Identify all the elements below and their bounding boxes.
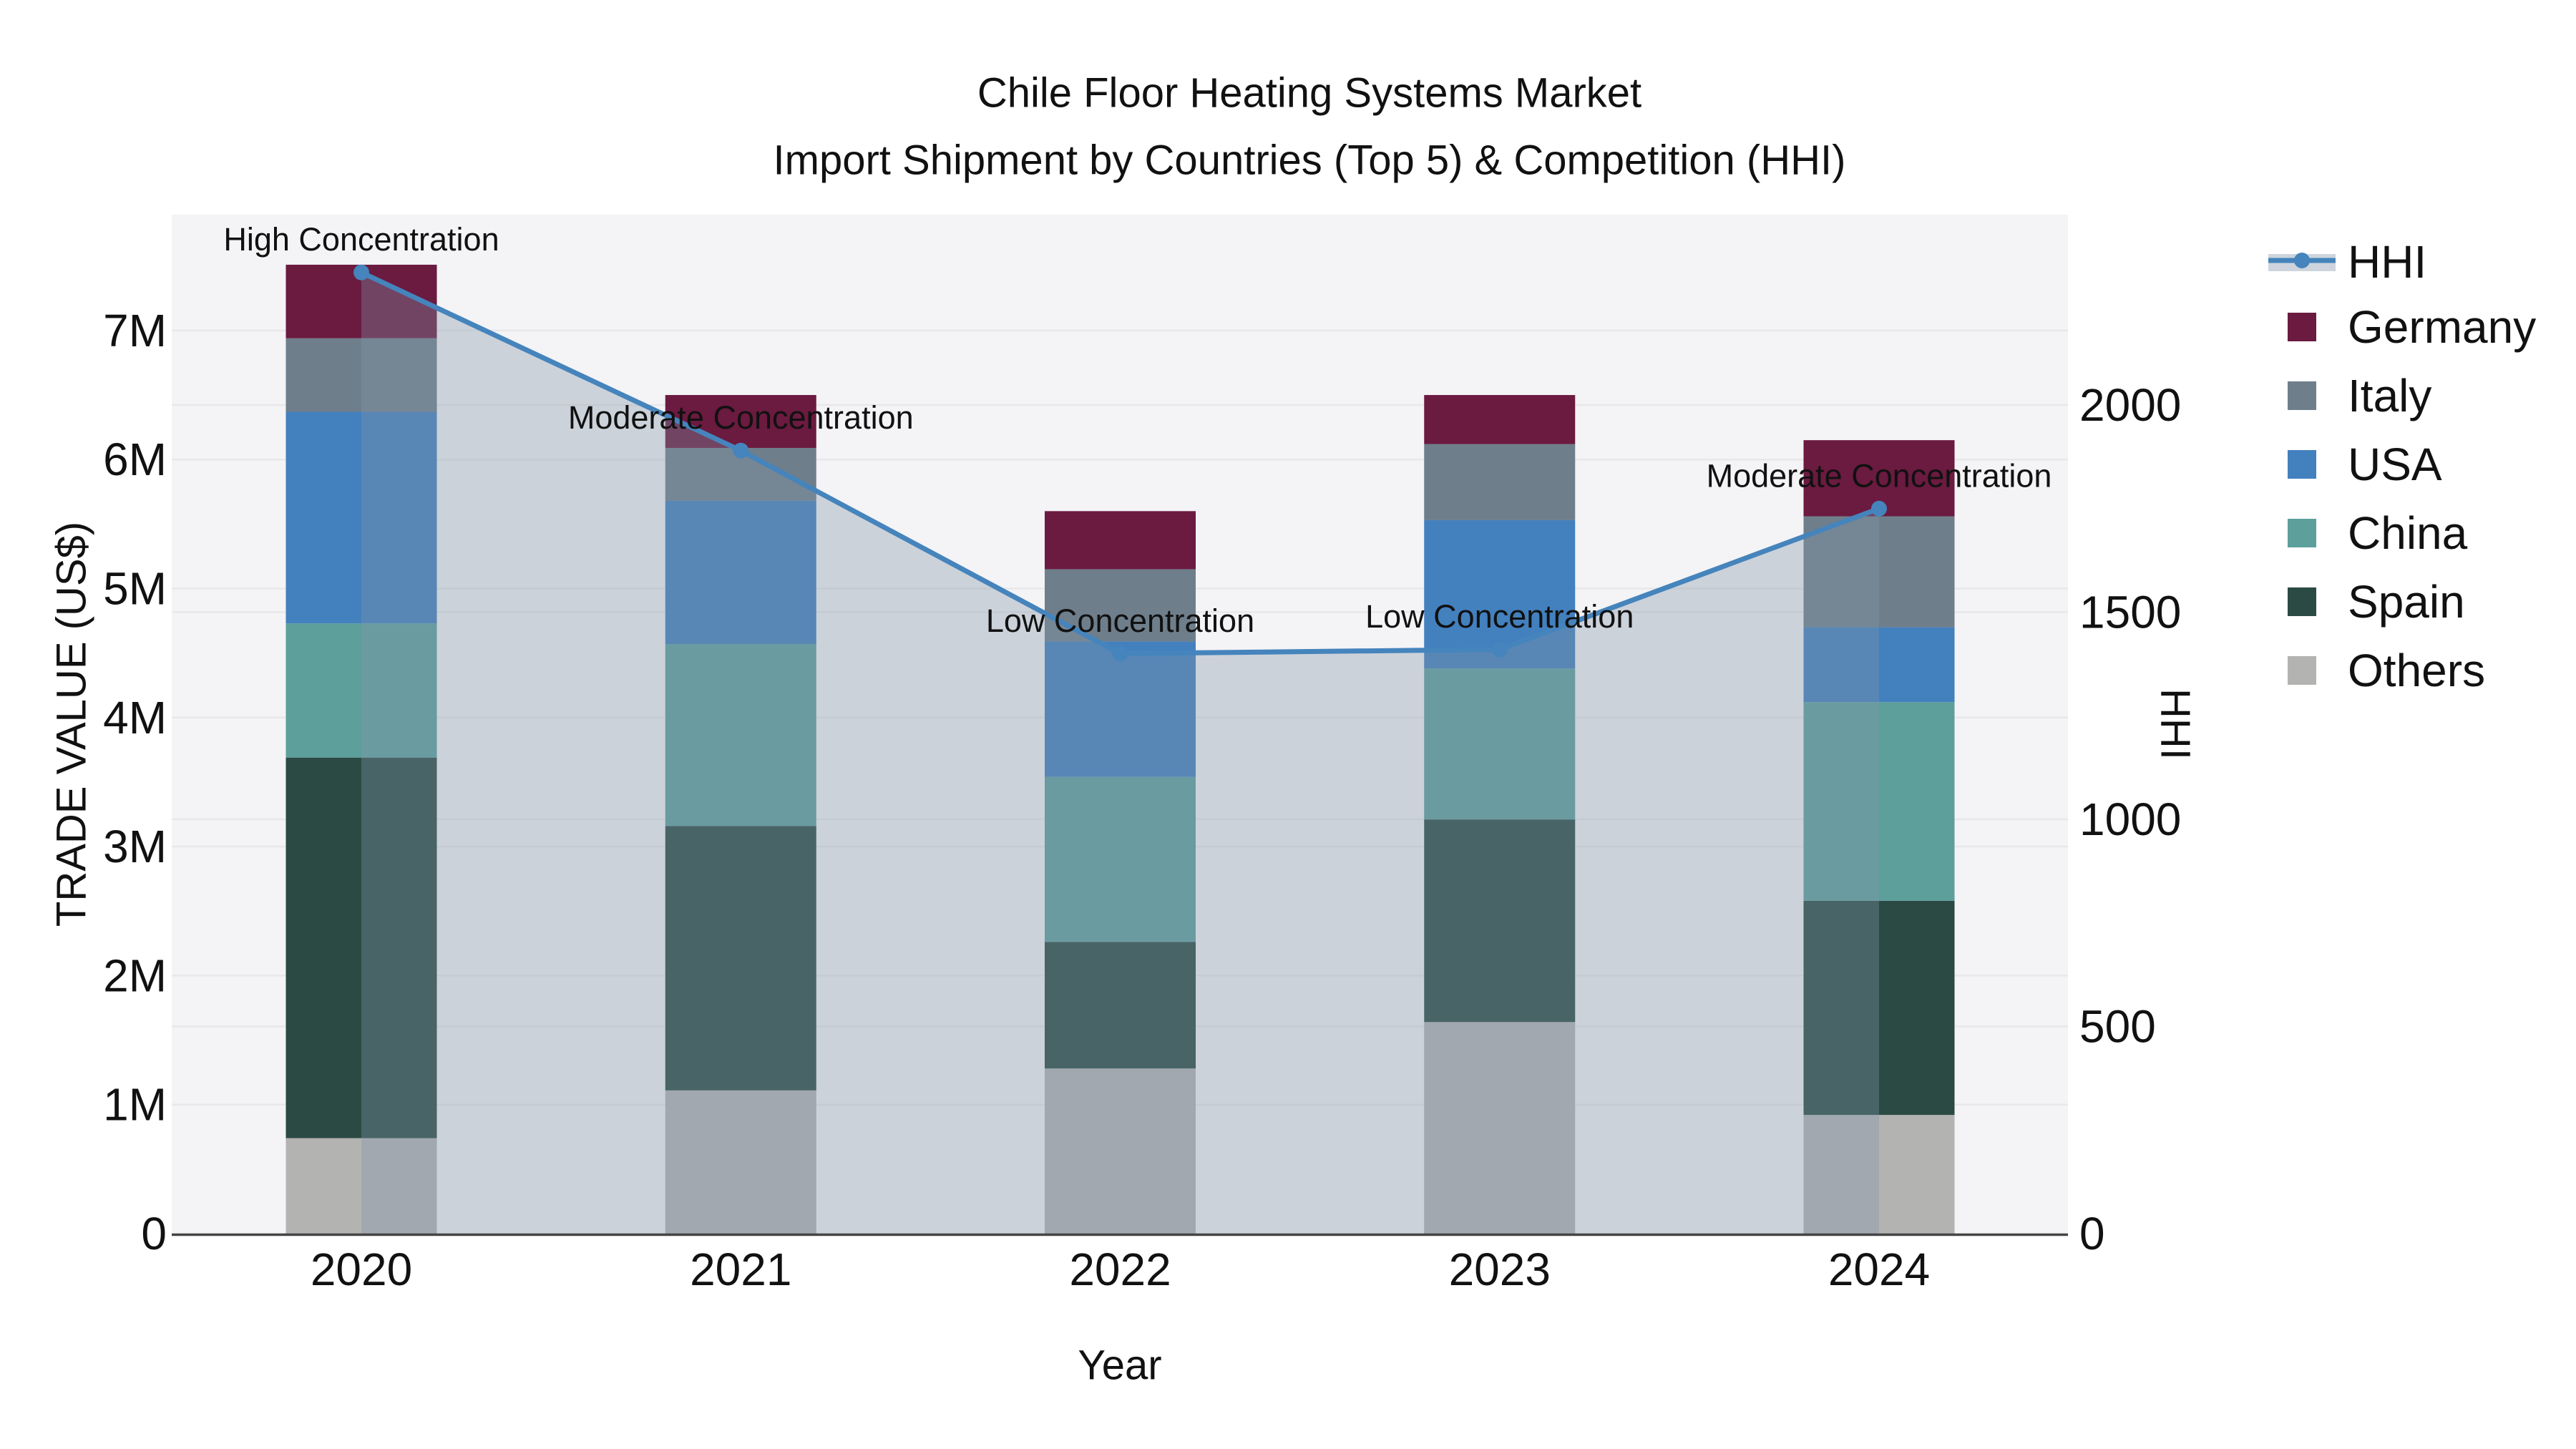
- hhi-line-layer: [353, 264, 1887, 662]
- legend-label-hhi: HHI: [2348, 236, 2426, 288]
- y-left-tick-4M: 4M: [103, 692, 167, 743]
- legend-item-germany[interactable]: Germany: [2288, 301, 2536, 353]
- x-tick-2020: 2020: [311, 1244, 412, 1295]
- bar-segment-spain-2021: [665, 826, 816, 1091]
- annotation-2024: Moderate Concentration: [1707, 457, 2052, 494]
- legend-item-hhi[interactable]: HHI: [2268, 236, 2426, 288]
- y-right-axis-title: HHI: [2152, 688, 2199, 760]
- legend-item-others[interactable]: Others: [2288, 645, 2485, 696]
- y-left-tick-6M: 6M: [103, 434, 167, 485]
- hhi-area-layer: [361, 272, 1879, 1234]
- y-left-tick-1M: 1M: [103, 1079, 167, 1131]
- legend-swatch-others: [2288, 656, 2316, 685]
- bar-segment-others-2020: [286, 1138, 437, 1234]
- legend-label-germany: Germany: [2348, 301, 2536, 353]
- y-right-tick-500: 500: [2079, 1001, 2156, 1053]
- bar-segment-italy-2023: [1424, 444, 1576, 520]
- y-right-tick-1000: 1000: [2079, 794, 2181, 845]
- bar-segment-germany-2022: [1045, 511, 1196, 570]
- bar-segment-china-2024: [1803, 702, 1955, 901]
- legend-label-italy: Italy: [2348, 370, 2431, 421]
- bar-segment-spain-2022: [1045, 942, 1196, 1069]
- hhi-marker-2024: [1871, 500, 1887, 517]
- hhi-marker-2021: [733, 442, 749, 459]
- bar-segment-italy-2024: [1803, 516, 1955, 628]
- hhi-marker-2020: [353, 264, 369, 280]
- legend-label-usa: USA: [2348, 439, 2442, 490]
- chart-title-line2: Import Shipment by Countries (Top 5) & C…: [774, 137, 1846, 184]
- x-axis-title: Year: [1078, 1342, 1161, 1389]
- legend-swatch-china: [2288, 519, 2316, 547]
- legend-label-others: Others: [2348, 645, 2485, 696]
- y-right-tick-2000: 2000: [2079, 379, 2181, 431]
- bar-segment-others-2023: [1424, 1022, 1576, 1234]
- hhi-marker-2022: [1112, 645, 1128, 662]
- y-left-tick-5M: 5M: [103, 563, 167, 615]
- legend-item-italy[interactable]: Italy: [2288, 370, 2431, 421]
- bar-segment-others-2022: [1045, 1068, 1196, 1234]
- annotation-2020: High Concentration: [223, 221, 499, 258]
- annotation-2023: Low Concentration: [1365, 598, 1634, 635]
- y-left-tick-2M: 2M: [103, 950, 167, 1001]
- y-right-tick-0: 0: [2079, 1208, 2105, 1259]
- legend-item-spain[interactable]: Spain: [2288, 576, 2465, 628]
- annotation-layer: High Concentration Moderate Concentration…: [223, 221, 2051, 639]
- annotation-2021: Moderate Concentration: [568, 399, 914, 436]
- hhi-area-fill: [361, 272, 1879, 1234]
- legend-swatch-usa: [2288, 450, 2316, 479]
- bar-segment-china-2023: [1424, 668, 1576, 820]
- chart-title-line1: Chile Floor Heating Systems Market: [977, 70, 1641, 117]
- bar-segment-others-2021: [665, 1090, 816, 1234]
- bar-segment-usa-2022: [1045, 641, 1196, 777]
- y-left-tick-7M: 7M: [103, 305, 167, 356]
- bar-segment-spain-2020: [286, 757, 437, 1138]
- legend-label-china: China: [2348, 507, 2468, 559]
- hhi-marker-2023: [1491, 641, 1508, 658]
- bar-segment-china-2022: [1045, 776, 1196, 942]
- x-tick-2023: 2023: [1449, 1244, 1551, 1295]
- y-left-tick-0: 0: [141, 1208, 167, 1259]
- y-left-tick-3M: 3M: [103, 821, 167, 872]
- bar-segment-usa-2021: [665, 500, 816, 645]
- bar-segment-germany-2021: [665, 395, 816, 448]
- x-tick-2021: 2021: [690, 1244, 791, 1295]
- legend-hhi-marker-icon: [2294, 253, 2310, 268]
- legend: HHI Germany Italy USA China Spain Others: [2268, 236, 2536, 696]
- bar-segment-spain-2024: [1803, 900, 1955, 1116]
- legend-swatch-italy: [2288, 381, 2316, 410]
- bar-segment-usa-2024: [1803, 627, 1955, 703]
- legend-label-spain: Spain: [2348, 576, 2465, 628]
- bar-segment-usa-2020: [286, 411, 437, 624]
- bar-segment-germany-2023: [1424, 395, 1576, 444]
- bar-segment-others-2024: [1803, 1115, 1955, 1234]
- legend-swatch-germany: [2288, 313, 2316, 341]
- tick-label-layer: 0 1M 2M 3M 4M 5M 6M 7M 0 500 1000 1500 2000 2020 2021 2…: [103, 305, 2181, 1295]
- legend-item-usa[interactable]: USA: [2288, 439, 2442, 490]
- bar-segment-china-2020: [286, 623, 437, 758]
- bar-segment-spain-2023: [1424, 819, 1576, 1023]
- x-tick-2022: 2022: [1069, 1244, 1171, 1295]
- bar-segment-china-2021: [665, 644, 816, 826]
- legend-item-china[interactable]: China: [2288, 507, 2468, 559]
- stacked-bars-layer: [286, 264, 1955, 1234]
- annotation-2022: Low Concentration: [986, 602, 1254, 639]
- x-tick-2024: 2024: [1828, 1244, 1930, 1295]
- y-right-tick-1500: 1500: [2079, 587, 2181, 638]
- legend-swatch-spain: [2288, 587, 2316, 616]
- bar-segment-italy-2020: [286, 338, 437, 412]
- y-left-axis-title: TRADE VALUE (US$): [49, 522, 95, 927]
